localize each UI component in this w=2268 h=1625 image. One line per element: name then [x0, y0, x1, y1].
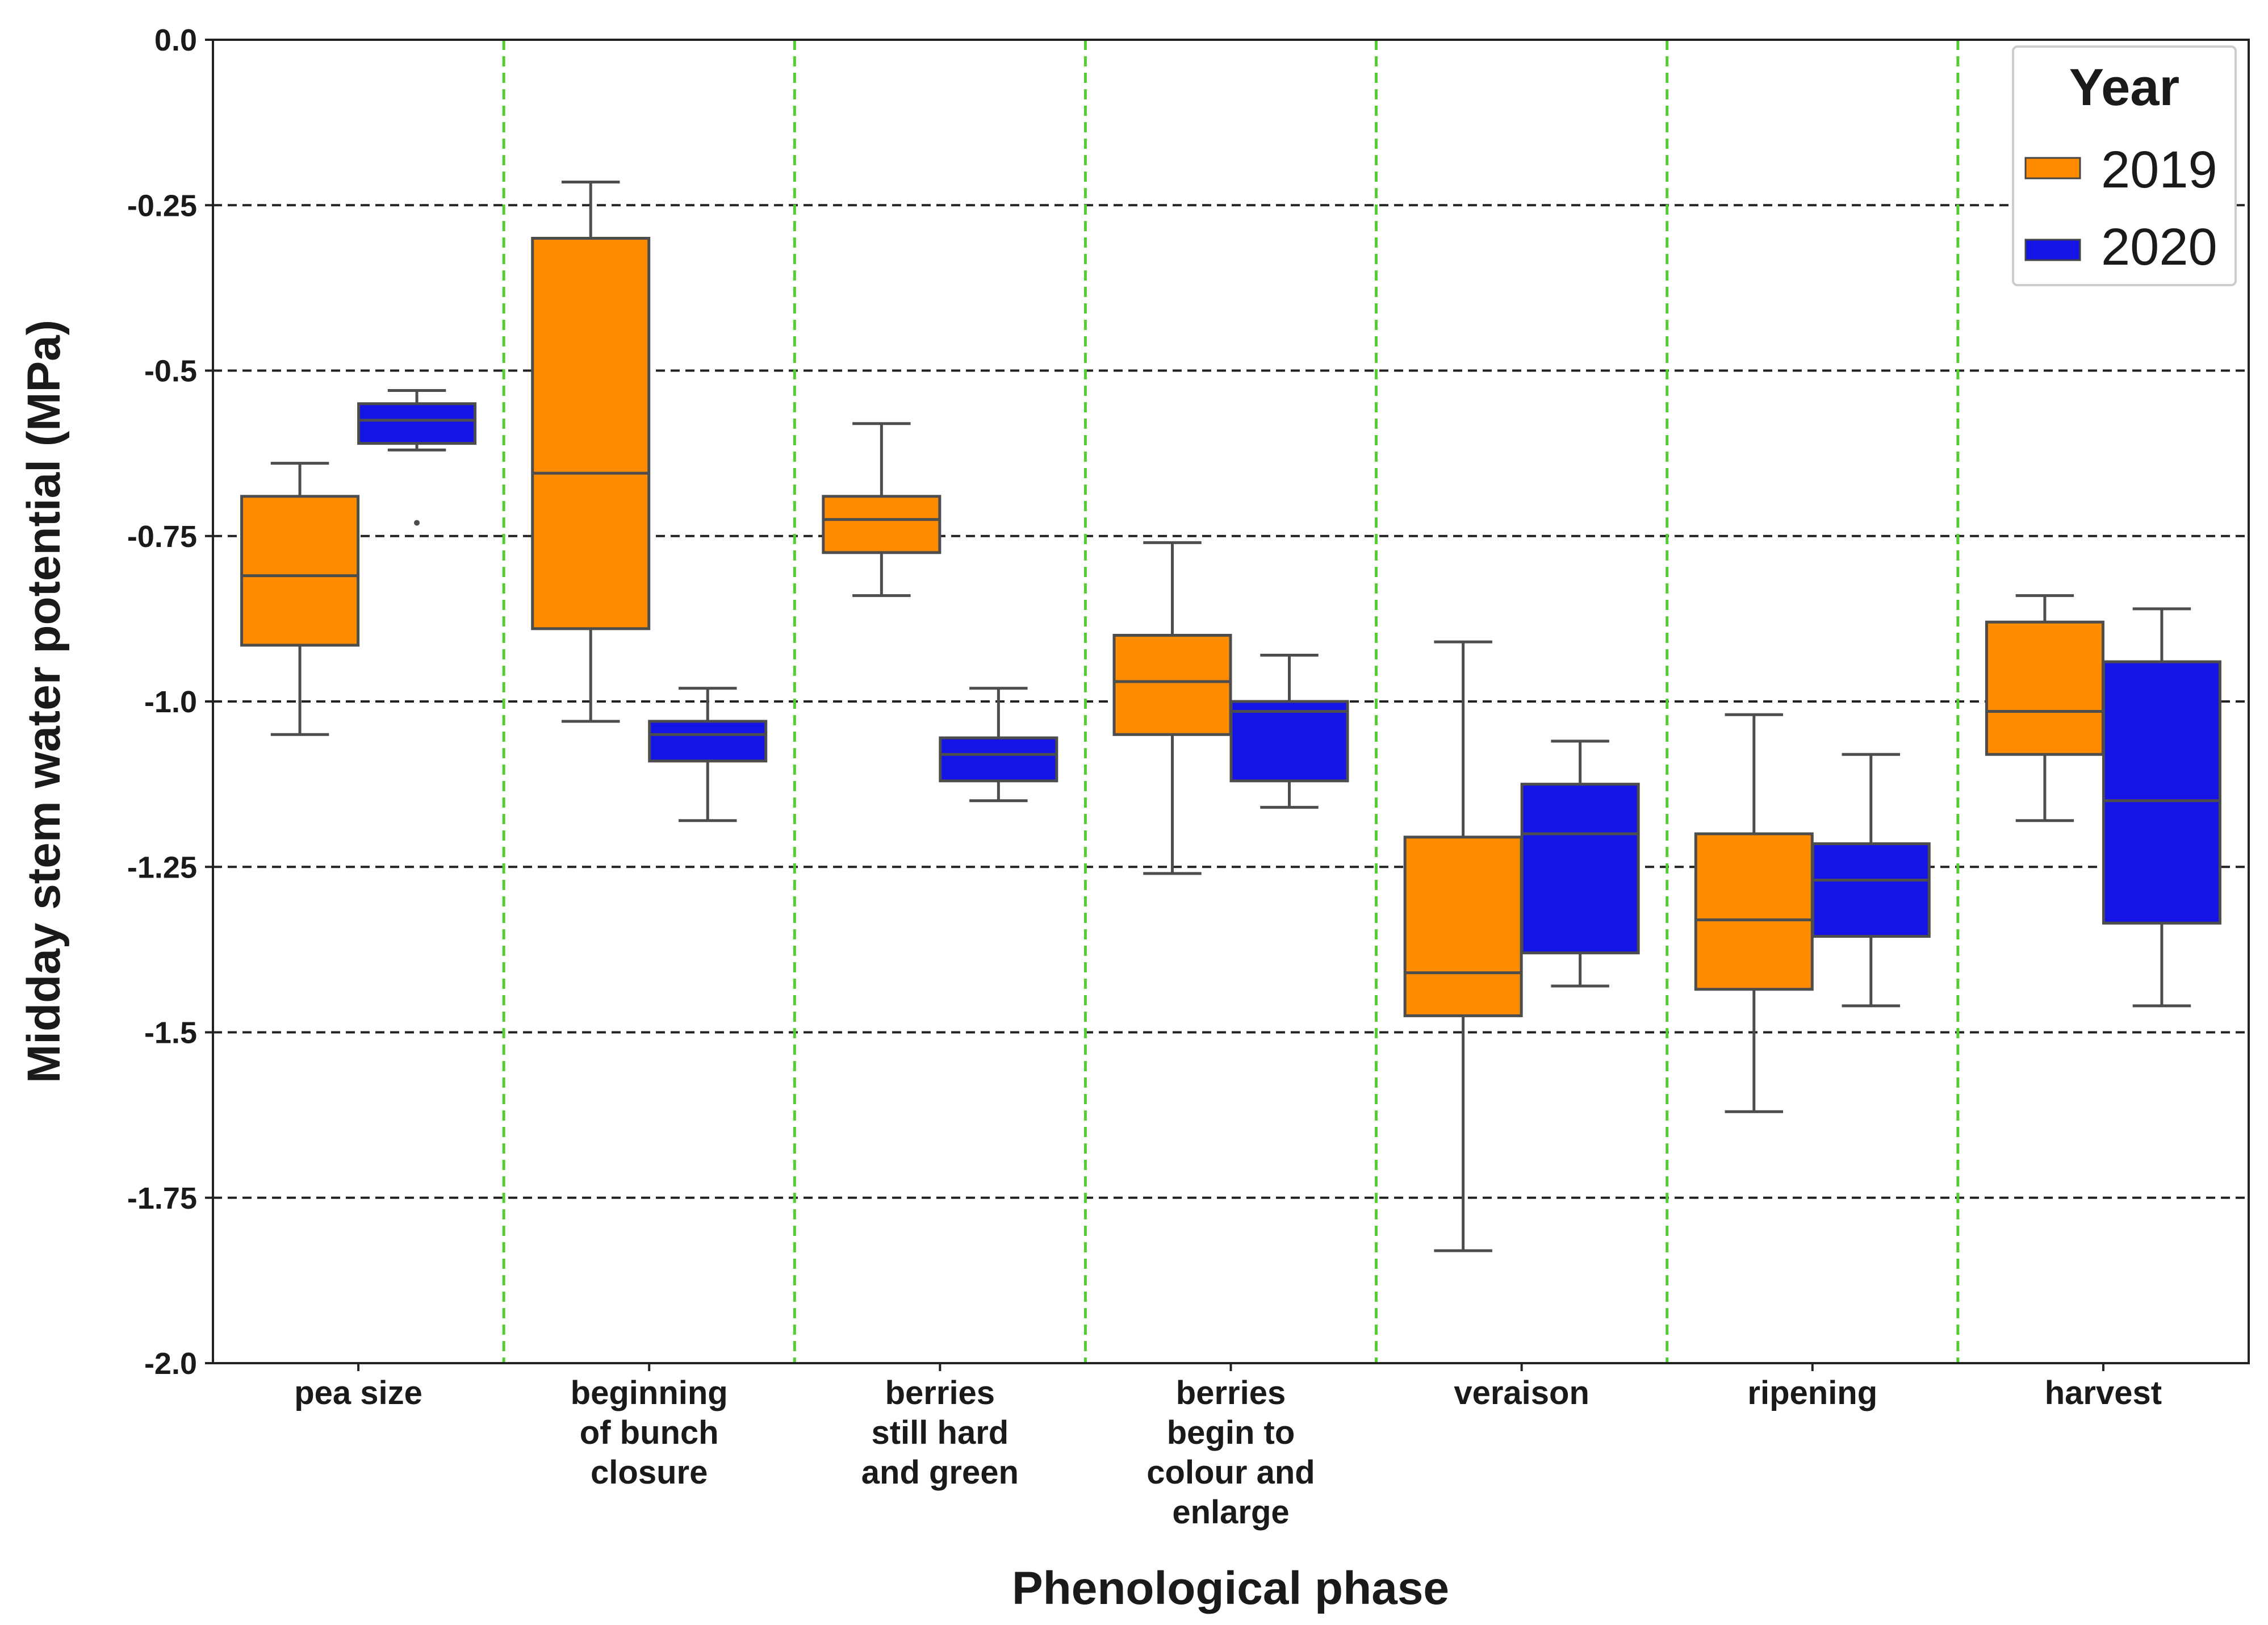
box-2020-4 — [1520, 740, 1640, 988]
box-2020-2 — [939, 687, 1058, 803]
box-iqr — [1985, 620, 2104, 756]
x-category-label: veraison — [1454, 1375, 1589, 1411]
y-tick-label: -2.0 — [144, 1347, 197, 1381]
legend-label-2019: 2019 — [2101, 141, 2217, 199]
legend: Year 2019 2020 — [2012, 45, 2237, 286]
box-iqr — [531, 237, 651, 630]
y-tick-label: -1.5 — [144, 1016, 197, 1050]
y-tick-label: -0.25 — [127, 189, 197, 223]
phase-separators — [502, 40, 1960, 1363]
box-2020-0 — [357, 389, 477, 526]
box-iqr — [1112, 634, 1232, 736]
box-2019-4 — [1403, 640, 1523, 1252]
box-2019-5 — [1694, 713, 1814, 1113]
box-2020-1 — [648, 687, 768, 822]
x-category-label: berries — [885, 1375, 995, 1411]
y-tick-label: -0.5 — [144, 354, 197, 389]
y-tick-label: -1.25 — [127, 850, 197, 884]
box-iqr — [648, 720, 768, 763]
legend-title: Year — [2069, 59, 2179, 116]
y-axis-title: Midday stem water potential (MPa) — [18, 320, 70, 1083]
box-iqr — [1811, 842, 1931, 938]
y-tick-label: 0.0 — [154, 23, 197, 57]
x-axis-title: Phenological phase — [1012, 1563, 1449, 1614]
box-iqr — [822, 495, 941, 554]
x-category-label: of bunch — [580, 1414, 719, 1451]
x-category-label: harvest — [2045, 1375, 2162, 1411]
box-iqr — [240, 495, 360, 647]
legend-frame — [2012, 45, 2237, 286]
x-category-label: and green — [861, 1454, 1019, 1491]
x-category-label: still hard — [871, 1414, 1009, 1451]
x-category-label: enlarge — [1172, 1494, 1289, 1531]
legend-swatch-2019 — [2024, 157, 2081, 179]
box-iqr — [1229, 700, 1349, 783]
box-2020-6 — [2102, 607, 2221, 1008]
y-axis-ticks: 0.0 -0.25 -0.5 -0.75 -1.0 -1.25 -1.5 -1.75 -2.0 — [127, 23, 213, 1381]
legend-swatch-2020 — [2024, 239, 2081, 261]
box-2020-5 — [1811, 753, 1931, 1008]
box-iqr — [1694, 832, 1814, 991]
box-iqr — [357, 402, 477, 445]
x-category-label: closure — [591, 1454, 708, 1491]
x-category-label: ripening — [1747, 1375, 1877, 1411]
box-2020-3 — [1229, 653, 1349, 809]
box-2019-3 — [1112, 541, 1232, 875]
y-tick-label: -1.75 — [127, 1181, 197, 1215]
x-category-label: colour and — [1146, 1454, 1315, 1491]
outlier-point — [414, 520, 420, 526]
box-series — [240, 180, 2221, 1252]
y-tick-label: -1.0 — [144, 685, 197, 719]
box-2019-0 — [240, 462, 360, 736]
box-iqr — [939, 736, 1058, 783]
box-2019-2 — [822, 422, 941, 598]
x-category-label: berries — [1176, 1375, 1286, 1411]
x-category-label: beginning — [571, 1375, 728, 1411]
box-2019-1 — [531, 180, 651, 723]
box-2019-6 — [1985, 594, 2104, 822]
box-iqr — [1403, 836, 1523, 1017]
box-iqr — [2102, 660, 2221, 925]
legend-label-2020: 2020 — [2101, 218, 2217, 276]
x-category-label: pea size — [294, 1375, 422, 1411]
x-category-label: begin to — [1167, 1414, 1295, 1451]
box-iqr — [1520, 783, 1640, 955]
y-tick-label: -0.75 — [127, 520, 197, 554]
